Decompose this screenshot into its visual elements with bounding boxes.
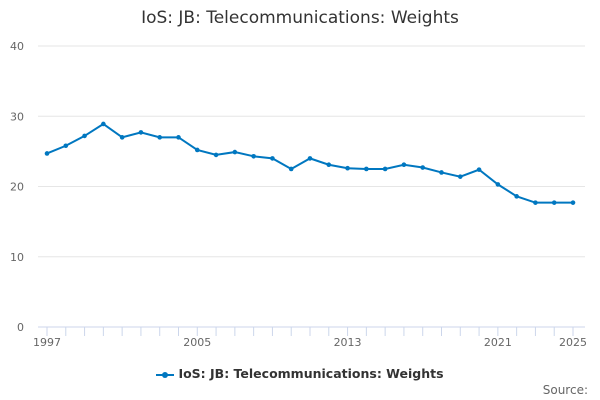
x-tick-label: 1997: [33, 336, 61, 349]
data-point: [401, 162, 407, 168]
data-point: [251, 153, 256, 159]
data-point: [82, 133, 87, 139]
data-point: [213, 152, 219, 158]
data-point: [551, 200, 557, 205]
data-point: [514, 194, 519, 199]
data-point: [176, 135, 181, 140]
data-point: [270, 156, 275, 161]
data-point: [63, 143, 69, 149]
data-point: [439, 170, 444, 175]
data-point: [345, 165, 350, 171]
data-point: [457, 174, 463, 179]
data-point: [476, 167, 482, 172]
chart-title: IoS: JB: Telecommunications: Weights: [141, 8, 459, 28]
data-point: [194, 147, 200, 153]
series-line: [46, 122, 573, 204]
x-tick-label: 2005: [183, 336, 211, 349]
data-point: [101, 121, 106, 127]
data-point: [326, 162, 332, 168]
data-point: [420, 165, 426, 170]
data-point: [495, 182, 501, 187]
data-point: [232, 149, 238, 155]
y-tick-label: 0: [17, 321, 24, 334]
legend-item[interactable]: IoS: JB: Telecommunications: Weights: [0, 366, 600, 381]
x-tick-label: 2025: [559, 336, 587, 349]
legend-line-marker-icon: [156, 370, 175, 380]
legend-label: IoS: JB: Telecommunications: Weights: [178, 366, 444, 381]
y-tick-label: 20: [10, 181, 24, 194]
y-tick-label: 40: [10, 40, 24, 53]
data-point: [157, 135, 163, 140]
y-tick-label: 30: [10, 110, 24, 123]
data-point: [382, 166, 388, 172]
source-label: Source:: [542, 383, 588, 397]
data-point: [570, 200, 576, 205]
data-point: [138, 130, 144, 135]
data-point: [533, 200, 538, 205]
data-point: [288, 166, 294, 172]
x-tick-label: 2021: [484, 336, 512, 349]
data-point: [364, 166, 369, 172]
data-point: [119, 135, 125, 140]
y-tick-label: 10: [10, 251, 24, 264]
data-point: [307, 156, 313, 161]
x-tick-label: 2013: [334, 336, 362, 349]
data-point: [44, 151, 50, 156]
